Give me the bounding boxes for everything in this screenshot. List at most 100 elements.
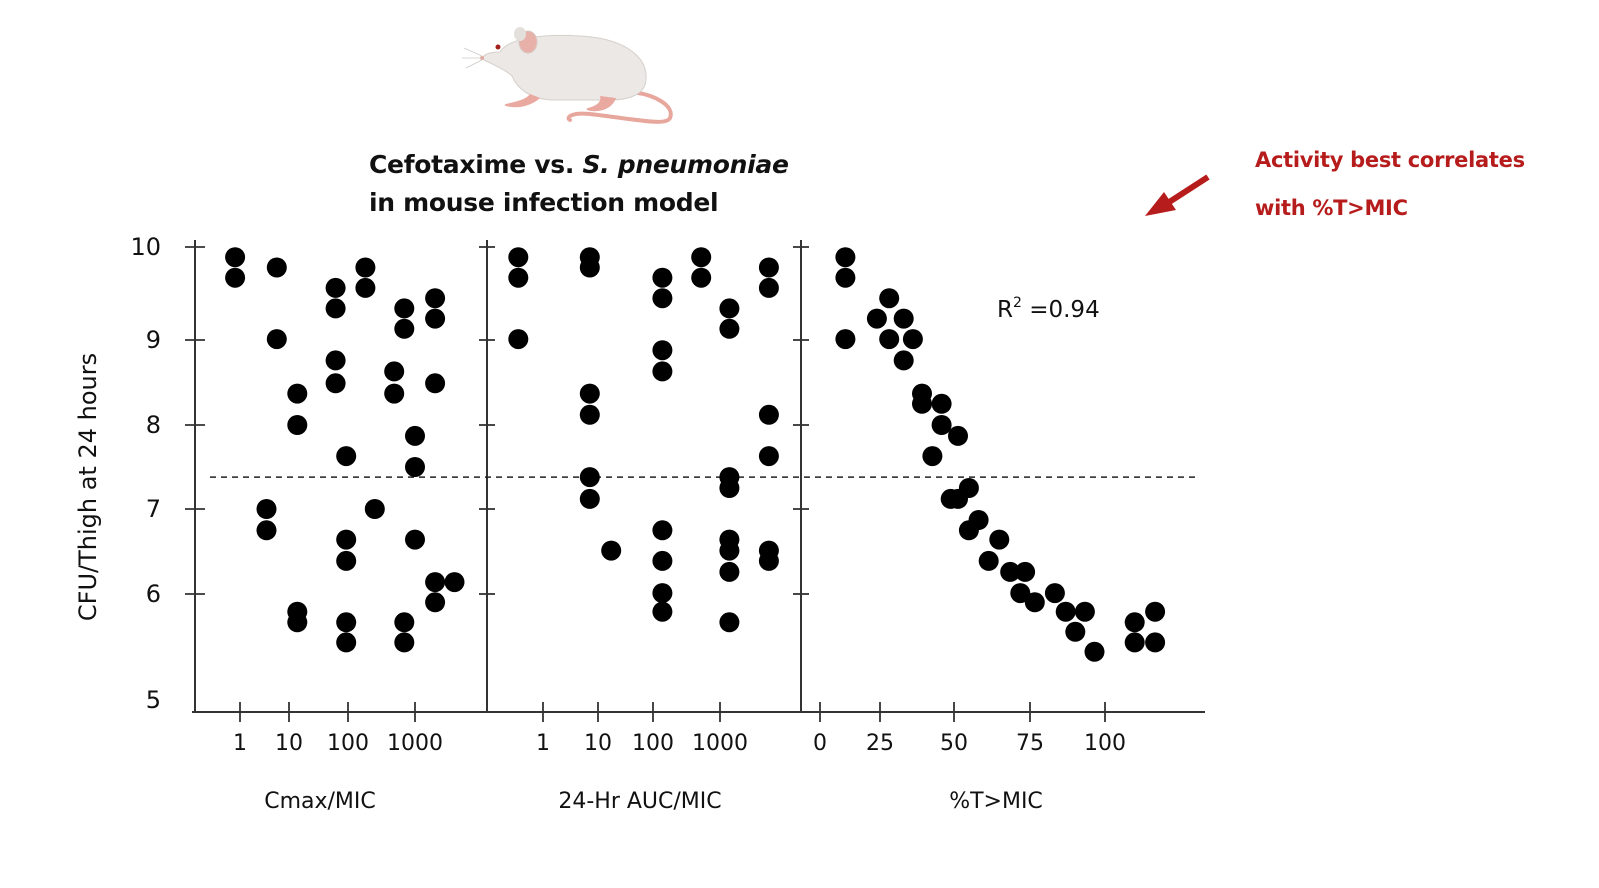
data-point (336, 612, 357, 633)
data-point (325, 373, 346, 394)
data-point (931, 415, 952, 435)
data-point (1055, 601, 1076, 622)
data-point (425, 592, 446, 613)
annotation-line-2: with %T>MIC (1255, 196, 1408, 220)
data-point (325, 277, 346, 298)
r2-superscript: 2 (1013, 295, 1022, 311)
data-point (879, 288, 900, 309)
mouse-icon (462, 27, 673, 124)
x-axis-label-panel-3: %T>MIC (949, 789, 1043, 814)
x-tick-label: 1 (233, 731, 247, 756)
data-point (1065, 621, 1086, 642)
y-tick-label: 10 (130, 233, 161, 261)
data-point (266, 257, 287, 278)
data-point (931, 393, 952, 414)
r2-value: =0.94 (1022, 297, 1100, 323)
data-point (425, 288, 446, 309)
data-point (1084, 641, 1105, 662)
data-point (758, 446, 779, 467)
data-point (922, 446, 943, 467)
data-point (405, 425, 425, 446)
data-point (225, 267, 246, 288)
x-tick-label: 25 (866, 731, 894, 756)
data-point (405, 529, 425, 550)
y-axis-label: CFU/Thigh at 24 hours (74, 353, 102, 621)
y-tick-label: 7 (146, 495, 161, 523)
data-point (652, 583, 673, 604)
x-axis-label-panel-2: 24-Hr AUC/MIC (558, 789, 721, 814)
data-point (384, 361, 405, 382)
data-point (719, 561, 740, 582)
data-point (1015, 561, 1036, 582)
data-point (355, 277, 376, 298)
title-line-2: in mouse infection model (369, 188, 719, 217)
data-point (691, 247, 712, 268)
data-point (691, 267, 712, 288)
data-point (579, 383, 600, 404)
x-tick-label: 10 (584, 731, 612, 756)
data-point (958, 520, 979, 541)
data-point (719, 612, 740, 633)
data-point (758, 257, 779, 278)
data-point (444, 572, 465, 593)
data-point (364, 499, 385, 519)
data-point (652, 550, 673, 571)
data-point (508, 329, 529, 350)
data-point (405, 457, 425, 477)
data-point (912, 393, 932, 414)
y-tick-label: 8 (146, 411, 161, 439)
title-prefix: Cefotaxime vs. (369, 150, 583, 179)
r-squared-label: R2 =0.94 (997, 295, 1100, 323)
x-tick-label: 1 (536, 731, 550, 756)
annotation-line-1: Activity best correlates (1255, 148, 1525, 172)
data-point (1010, 583, 1031, 604)
data-point (325, 350, 346, 371)
data-point (579, 257, 600, 278)
data-point (579, 467, 600, 488)
data-point (336, 446, 357, 467)
data-point (719, 478, 740, 498)
data-point (394, 298, 415, 319)
data-point (948, 425, 968, 446)
data-point (1000, 561, 1021, 582)
data-point (652, 361, 673, 382)
data-point (1074, 601, 1095, 622)
data-point (425, 373, 446, 394)
data-point (355, 257, 376, 278)
data-point (394, 612, 415, 633)
data-point (266, 329, 287, 350)
data-point (256, 520, 277, 541)
data-point (336, 632, 357, 653)
data-point (508, 267, 529, 288)
data-point (902, 329, 923, 350)
x-tick-label: 100 (327, 731, 369, 756)
data-point (989, 529, 1010, 550)
data-point (325, 298, 346, 319)
data-point (652, 267, 673, 288)
x-tick-label: 100 (632, 731, 674, 756)
data-point (758, 404, 779, 425)
annotation-callout: Activity best correlates with %T>MIC (1255, 136, 1525, 232)
y-tick-label: 9 (146, 326, 161, 354)
data-point (835, 267, 856, 288)
data-point (719, 318, 740, 339)
data-point (893, 350, 914, 371)
x-tick-label: 75 (1016, 731, 1044, 756)
data-point (893, 308, 914, 329)
title-organism: S. pneumoniae (582, 150, 789, 179)
x-axis-label-panel-1: Cmax/MIC (264, 789, 376, 814)
data-point (601, 540, 622, 561)
x-tick-label: 10 (275, 731, 303, 756)
data-point (425, 572, 446, 593)
title-line-1: Cefotaxime vs. S. pneumoniae (369, 146, 789, 184)
data-point (225, 247, 246, 268)
data-point (1124, 632, 1145, 653)
data-point (579, 404, 600, 425)
data-point (425, 308, 446, 329)
x-tick-label: 1000 (692, 731, 748, 756)
data-point (1145, 601, 1166, 622)
data-point (1044, 583, 1065, 604)
r2-prefix: R (997, 297, 1013, 323)
data-point (758, 550, 779, 571)
